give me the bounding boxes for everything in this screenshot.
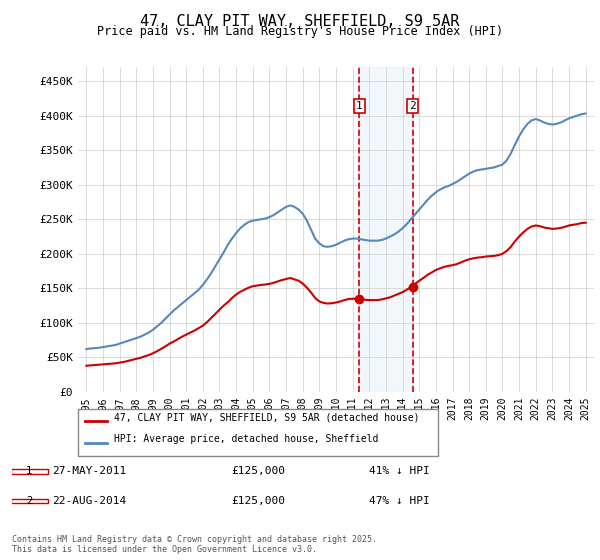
Bar — [359, 67, 413, 392]
Text: 1: 1 — [26, 466, 32, 477]
Text: 2: 2 — [26, 496, 32, 506]
FancyBboxPatch shape — [11, 498, 48, 503]
Text: 47% ↓ HPI: 47% ↓ HPI — [369, 496, 430, 506]
Text: 1: 1 — [356, 101, 362, 111]
Text: £125,000: £125,000 — [231, 466, 285, 476]
FancyBboxPatch shape — [78, 409, 438, 456]
Text: Contains HM Land Registry data © Crown copyright and database right 2025.
This d: Contains HM Land Registry data © Crown c… — [12, 535, 377, 554]
Text: 2: 2 — [409, 101, 416, 111]
Text: 47, CLAY PIT WAY, SHEFFIELD, S9 5AR: 47, CLAY PIT WAY, SHEFFIELD, S9 5AR — [140, 14, 460, 29]
Text: 22-AUG-2014: 22-AUG-2014 — [52, 496, 127, 506]
FancyBboxPatch shape — [11, 469, 48, 474]
Text: 27-MAY-2011: 27-MAY-2011 — [52, 466, 127, 476]
Text: £125,000: £125,000 — [231, 496, 285, 506]
Text: HPI: Average price, detached house, Sheffield: HPI: Average price, detached house, Shef… — [114, 435, 379, 445]
Text: Price paid vs. HM Land Registry's House Price Index (HPI): Price paid vs. HM Land Registry's House … — [97, 25, 503, 38]
Text: 47, CLAY PIT WAY, SHEFFIELD, S9 5AR (detached house): 47, CLAY PIT WAY, SHEFFIELD, S9 5AR (det… — [114, 412, 419, 422]
Text: 41% ↓ HPI: 41% ↓ HPI — [369, 466, 430, 476]
